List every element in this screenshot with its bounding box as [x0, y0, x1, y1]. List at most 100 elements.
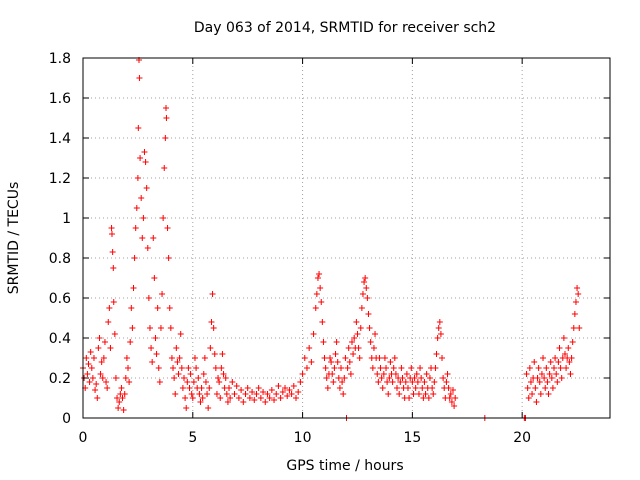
data-point	[383, 365, 390, 371]
data-point	[209, 291, 216, 297]
data-point	[141, 149, 148, 155]
data-point	[163, 115, 170, 121]
data-point	[396, 391, 403, 397]
data-point	[571, 311, 578, 317]
data-point	[381, 355, 388, 361]
data-point	[392, 371, 399, 377]
data-point	[160, 215, 167, 221]
data-point	[303, 365, 310, 371]
data-point	[567, 371, 574, 377]
data-point	[324, 385, 331, 391]
data-point	[231, 391, 238, 397]
data-point	[227, 395, 234, 401]
data-point	[155, 365, 162, 371]
y-tick-label: 1.4	[49, 131, 71, 147]
data-point	[440, 375, 447, 381]
data-point	[387, 359, 394, 365]
data-point	[391, 355, 398, 361]
data-point	[346, 359, 353, 365]
data-point	[118, 385, 125, 391]
data-point	[109, 249, 116, 255]
data-point	[417, 365, 424, 371]
data-point	[84, 371, 91, 377]
data-point	[409, 379, 416, 385]
data-point	[187, 371, 194, 377]
data-point	[374, 371, 381, 377]
data-point	[129, 325, 136, 331]
tick-labels: 0 0.2 0.4 0.6 0.8 1 1.2 1.4 1.6 1.8 0 5 10 15 20	[49, 51, 531, 446]
data-point	[177, 331, 184, 337]
data-point	[150, 235, 157, 241]
data-point	[286, 387, 293, 393]
data-point	[529, 391, 536, 397]
data-point	[543, 365, 550, 371]
data-point	[295, 389, 302, 395]
data-point	[389, 379, 396, 385]
data-point	[419, 385, 426, 391]
data-point	[320, 339, 327, 345]
data-point	[546, 371, 553, 377]
data-point	[547, 359, 554, 365]
data-point	[402, 379, 409, 385]
data-point	[110, 299, 117, 305]
x-tick-label: 15	[403, 430, 421, 446]
data-point	[215, 375, 222, 381]
data-point	[347, 371, 354, 377]
grid-lines	[83, 58, 610, 418]
data-point	[331, 365, 338, 371]
data-point	[174, 359, 181, 365]
y-tick-label: 0.4	[49, 331, 71, 347]
data-points	[80, 57, 583, 421]
data-point	[451, 403, 458, 409]
data-point	[116, 399, 123, 405]
data-point	[140, 215, 147, 221]
data-point	[208, 319, 215, 325]
data-point	[202, 379, 209, 385]
data-point	[268, 387, 275, 393]
data-point	[161, 165, 168, 171]
data-point	[323, 375, 330, 381]
data-point	[94, 395, 101, 401]
data-point	[107, 345, 114, 351]
data-point	[114, 395, 121, 401]
data-point	[217, 395, 224, 401]
data-point	[351, 335, 358, 341]
data-point	[190, 379, 197, 385]
data-point	[182, 395, 189, 401]
data-point	[390, 365, 397, 371]
data-point	[97, 371, 104, 377]
data-point	[433, 351, 440, 357]
x-tick-label: 20	[513, 430, 531, 446]
data-point	[313, 291, 320, 297]
data-point	[222, 375, 229, 381]
data-point	[341, 375, 348, 381]
data-point	[437, 331, 444, 337]
data-point	[115, 405, 122, 411]
data-point	[200, 371, 207, 377]
data-point	[377, 365, 384, 371]
data-point	[178, 365, 185, 371]
data-point	[366, 325, 373, 331]
data-point	[435, 325, 442, 331]
y-tick-label: 1.8	[49, 51, 71, 67]
data-point	[185, 365, 192, 371]
data-point	[418, 375, 425, 381]
data-point	[423, 371, 430, 377]
data-point	[431, 379, 438, 385]
data-point	[447, 391, 454, 397]
data-point	[133, 205, 140, 211]
data-point	[415, 391, 422, 397]
data-point	[201, 355, 208, 361]
data-point	[378, 375, 385, 381]
data-point	[266, 395, 273, 401]
data-point	[126, 379, 133, 385]
data-point	[538, 371, 545, 377]
data-point	[120, 407, 127, 413]
data-point	[103, 379, 110, 385]
data-point	[108, 231, 115, 237]
data-point	[552, 355, 559, 361]
data-point	[205, 405, 212, 411]
data-point	[93, 381, 100, 387]
data-point	[354, 331, 361, 337]
data-point	[196, 391, 203, 397]
